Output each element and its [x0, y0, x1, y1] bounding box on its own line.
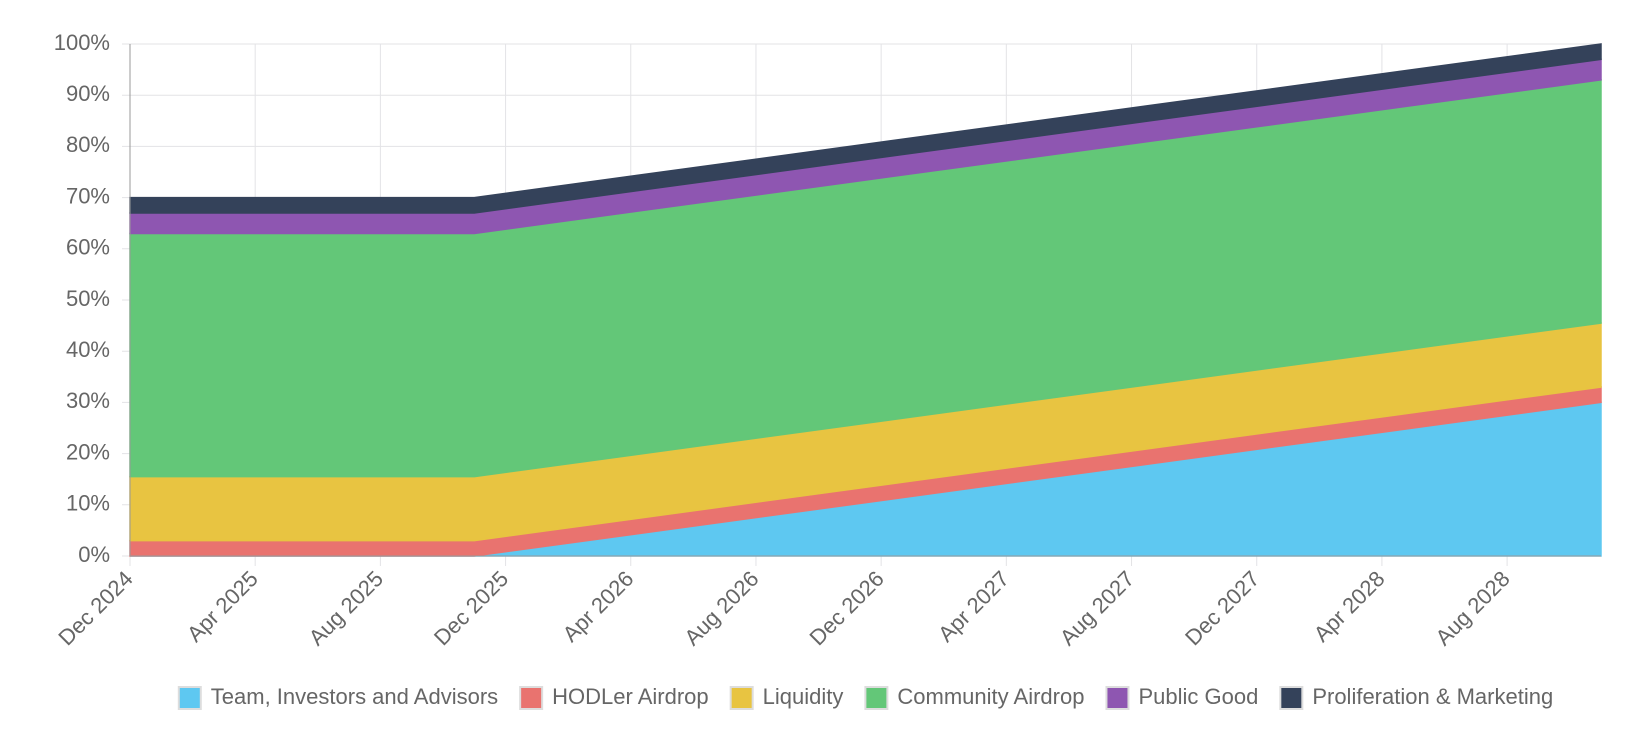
- legend-swatch: [864, 686, 889, 710]
- legend-label: Liquidity: [763, 684, 844, 709]
- x-tick-label: Dec 2024: [53, 566, 137, 650]
- legend-swatch: [519, 686, 544, 710]
- legend-item[interactable]: Team, Investors and Advisors: [177, 684, 498, 710]
- x-tick-label: Apr 2027: [933, 566, 1014, 647]
- y-tick-label: 100%: [54, 30, 110, 55]
- legend-label: Community Airdrop: [897, 684, 1084, 709]
- y-tick-label: 20%: [66, 439, 110, 464]
- x-tick-label: Aug 2027: [1055, 566, 1139, 650]
- y-tick-label: 50%: [66, 286, 110, 311]
- x-tick-label: Apr 2025: [182, 566, 263, 647]
- legend-label: Proliferation & Marketing: [1312, 684, 1553, 709]
- legend-label: Team, Investors and Advisors: [211, 684, 498, 709]
- y-tick-label: 0%: [78, 542, 110, 567]
- legend-swatch: [1105, 686, 1130, 710]
- legend-label: HODLer Airdrop: [552, 684, 709, 709]
- x-tick-label: Dec 2025: [429, 566, 513, 650]
- areas: [129, 43, 1602, 557]
- x-tick-label: Aug 2025: [304, 566, 388, 650]
- y-tick-label: 70%: [66, 183, 110, 208]
- x-tick-label: Apr 2028: [1309, 566, 1390, 647]
- y-tick-label: 30%: [66, 388, 110, 413]
- legend-item[interactable]: Proliferation & Marketing: [1279, 684, 1553, 710]
- legend-item[interactable]: HODLer Airdrop: [519, 684, 709, 710]
- y-tick-label: 10%: [66, 491, 110, 516]
- x-tick-label: Apr 2026: [558, 566, 639, 647]
- legend-item[interactable]: Public Good: [1105, 684, 1258, 710]
- legend: Team, Investors and Advisors HODLer Airdr…: [177, 684, 1553, 710]
- y-tick-label: 80%: [66, 132, 110, 157]
- x-tick-label: Dec 2027: [1180, 566, 1264, 650]
- x-tick-label: Aug 2026: [679, 566, 763, 650]
- y-tick-label: 40%: [66, 337, 110, 362]
- legend-label: Public Good: [1138, 684, 1258, 709]
- x-tick-label: Aug 2028: [1430, 566, 1514, 650]
- legend-swatch: [729, 686, 754, 710]
- x-tick-label: Dec 2026: [805, 566, 889, 650]
- legend-item[interactable]: Community Airdrop: [864, 684, 1084, 710]
- legend-swatch: [177, 686, 202, 710]
- y-tick-label: 90%: [66, 81, 110, 106]
- legend-swatch: [1279, 686, 1304, 710]
- legend-item[interactable]: Liquidity: [729, 684, 844, 710]
- y-tick-label: 60%: [66, 235, 110, 260]
